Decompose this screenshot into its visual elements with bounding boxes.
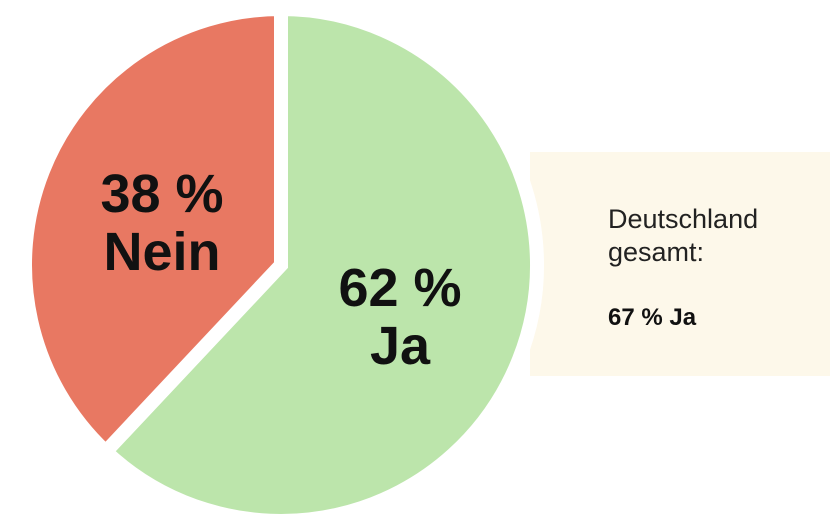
pie-slice [95, 1, 544, 520]
slice-label: 62 % Ja [338, 258, 461, 376]
slice-label: 38 % Nein [100, 164, 223, 282]
info-box [530, 152, 830, 376]
slice-value-label: 62 % [338, 258, 461, 318]
pie-slice [18, 1, 288, 462]
slice-value-label: 38 % [100, 164, 223, 224]
slice-category-label: Nein [103, 222, 220, 282]
slice-category-label: Ja [370, 316, 431, 376]
annotation-value: 67 % Ja [608, 304, 697, 331]
annotation-text: Deutschland gesamt: [608, 204, 759, 267]
